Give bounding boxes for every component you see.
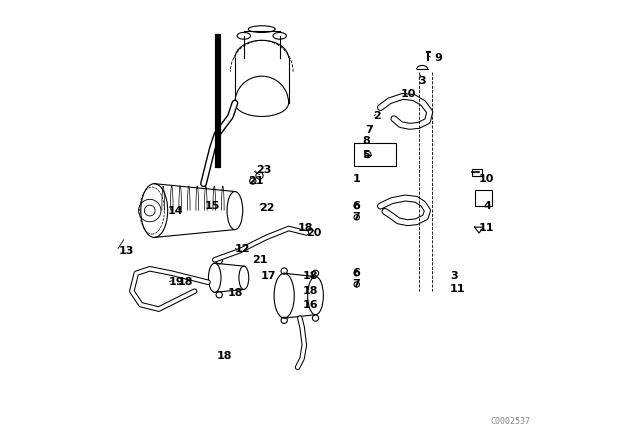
Text: 5: 5: [362, 150, 370, 159]
Text: 11: 11: [479, 224, 495, 233]
Text: 11: 11: [450, 284, 465, 294]
Text: 4: 4: [484, 201, 492, 211]
Text: 10: 10: [479, 174, 495, 184]
Text: 18: 18: [303, 286, 319, 296]
Text: C0002537: C0002537: [490, 417, 530, 426]
Text: 18: 18: [178, 277, 193, 287]
Text: 12: 12: [235, 244, 250, 254]
Text: 3: 3: [419, 76, 426, 86]
FancyBboxPatch shape: [472, 169, 482, 176]
Text: 7: 7: [352, 212, 360, 222]
Text: 21: 21: [248, 177, 264, 186]
FancyBboxPatch shape: [353, 143, 396, 166]
Text: 1: 1: [352, 174, 360, 184]
Text: 17: 17: [261, 271, 276, 280]
Text: 14: 14: [168, 206, 183, 215]
Text: 13: 13: [118, 246, 134, 256]
Text: 23: 23: [257, 165, 272, 175]
Text: 3: 3: [450, 271, 458, 280]
Text: 18: 18: [303, 271, 319, 280]
Text: 15: 15: [205, 201, 220, 211]
Text: 18: 18: [227, 289, 243, 298]
Text: 18: 18: [298, 224, 313, 233]
Text: 8: 8: [362, 136, 371, 146]
Text: 21: 21: [252, 255, 268, 265]
Text: 6: 6: [352, 201, 360, 211]
Text: 7: 7: [365, 125, 372, 135]
Text: 20: 20: [306, 228, 321, 238]
Text: 6: 6: [352, 268, 360, 278]
Text: 18: 18: [217, 351, 232, 361]
Text: 7: 7: [352, 280, 360, 289]
Text: 19: 19: [169, 277, 185, 287]
Text: 10: 10: [401, 89, 416, 99]
Text: 22: 22: [260, 203, 275, 213]
Text: 16: 16: [303, 300, 319, 310]
Text: 9: 9: [435, 53, 442, 63]
Text: 2: 2: [373, 112, 381, 121]
FancyBboxPatch shape: [475, 190, 493, 206]
